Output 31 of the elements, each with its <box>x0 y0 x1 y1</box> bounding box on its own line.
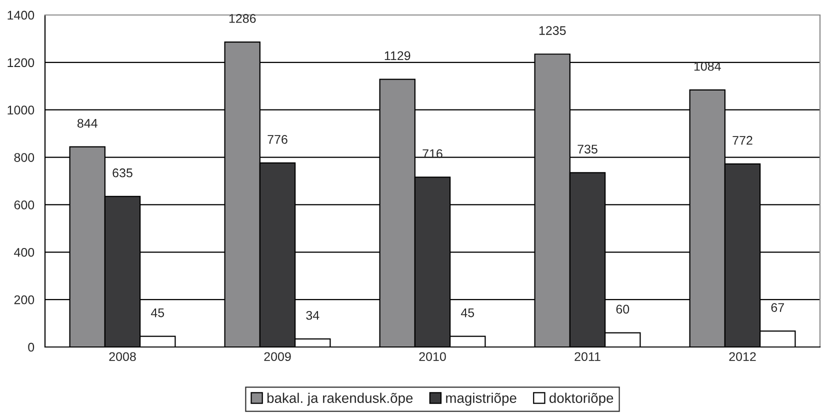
data-label: 45 <box>460 308 474 318</box>
data-label: 716 <box>422 149 442 158</box>
data-label: 776 <box>268 134 288 144</box>
data-label: 772 <box>732 136 752 145</box>
data-label: 1286 <box>229 14 256 23</box>
y-tick-label: 1400 <box>8 10 34 20</box>
data-label: 60 <box>616 304 630 314</box>
data-label: 45 <box>150 308 164 318</box>
data-label: 1129 <box>384 51 410 60</box>
legend-label: magistriõpe <box>446 392 516 406</box>
y-tick-label: 1200 <box>8 58 34 68</box>
data-label: 844 <box>77 118 98 128</box>
y-tick-label: 600 <box>14 200 34 210</box>
legend-label: doktoriõpe <box>549 392 614 406</box>
x-tick-label: 2010 <box>419 352 446 362</box>
legend-label: bakal. ja rakendusk.õpe <box>267 392 413 406</box>
x-tick-label: 2009 <box>264 352 291 362</box>
data-label: 1235 <box>539 26 566 35</box>
data-label: 67 <box>771 303 784 312</box>
y-tick-label: 0 <box>28 342 34 352</box>
x-tick-label: 2012 <box>729 352 756 362</box>
x-tick-label: 2011 <box>574 352 600 362</box>
y-tick-label: 200 <box>14 295 34 304</box>
data-label: 34 <box>306 310 320 320</box>
x-tick-label: 2008 <box>109 352 136 362</box>
data-label: 635 <box>112 168 132 178</box>
data-label: 735 <box>578 144 598 154</box>
y-tick-label: 1000 <box>8 106 34 115</box>
y-tick-label: 400 <box>14 248 34 257</box>
data-label: 1084 <box>694 62 721 71</box>
y-tick-label: 800 <box>14 153 34 162</box>
